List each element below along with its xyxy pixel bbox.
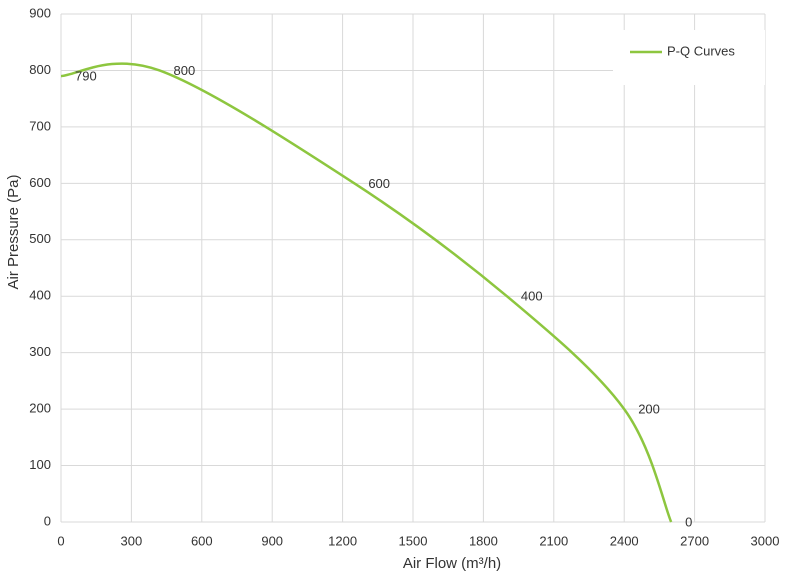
x-tick-label: 0 bbox=[57, 533, 64, 548]
y-tick-label: 500 bbox=[29, 231, 51, 246]
data-label: 200 bbox=[638, 402, 660, 417]
x-tick-label: 300 bbox=[121, 533, 143, 548]
x-tick-label: 600 bbox=[191, 533, 213, 548]
y-tick-label: 700 bbox=[29, 118, 51, 133]
y-tick-label: 0 bbox=[44, 513, 51, 528]
legend-box bbox=[613, 30, 765, 85]
y-tick-label: 600 bbox=[29, 175, 51, 190]
line bbox=[60, 62, 673, 523]
y-axis-title: Air Pressure (Pa) bbox=[5, 174, 22, 289]
x-tick-label: 900 bbox=[261, 533, 283, 548]
data-label: 400 bbox=[521, 289, 543, 304]
data-label: 0 bbox=[685, 514, 692, 529]
legend-label: P-Q Curves bbox=[667, 43, 735, 58]
y-tick-label: 900 bbox=[29, 5, 51, 20]
data-label: 790 bbox=[75, 69, 97, 84]
x-tick-label: 3000 bbox=[751, 533, 780, 548]
x-tick-label: 1500 bbox=[399, 533, 428, 548]
x-tick-label: 2400 bbox=[610, 533, 639, 548]
x-tick-label: 1200 bbox=[328, 533, 357, 548]
data-label: 600 bbox=[368, 176, 390, 191]
x-axis-title: Air Flow (m³/h) bbox=[403, 555, 501, 572]
x-tick-label: 2700 bbox=[680, 533, 709, 548]
y-tick-label: 400 bbox=[29, 288, 51, 303]
y-tick-label: 300 bbox=[29, 344, 51, 359]
x-tick-label: 2100 bbox=[539, 533, 568, 548]
data-label: 800 bbox=[174, 63, 196, 78]
y-tick-label: 800 bbox=[29, 62, 51, 77]
x-tick-label: 1800 bbox=[469, 533, 498, 548]
y-tick-label: 200 bbox=[29, 401, 51, 416]
y-tick-label: 100 bbox=[29, 457, 51, 472]
